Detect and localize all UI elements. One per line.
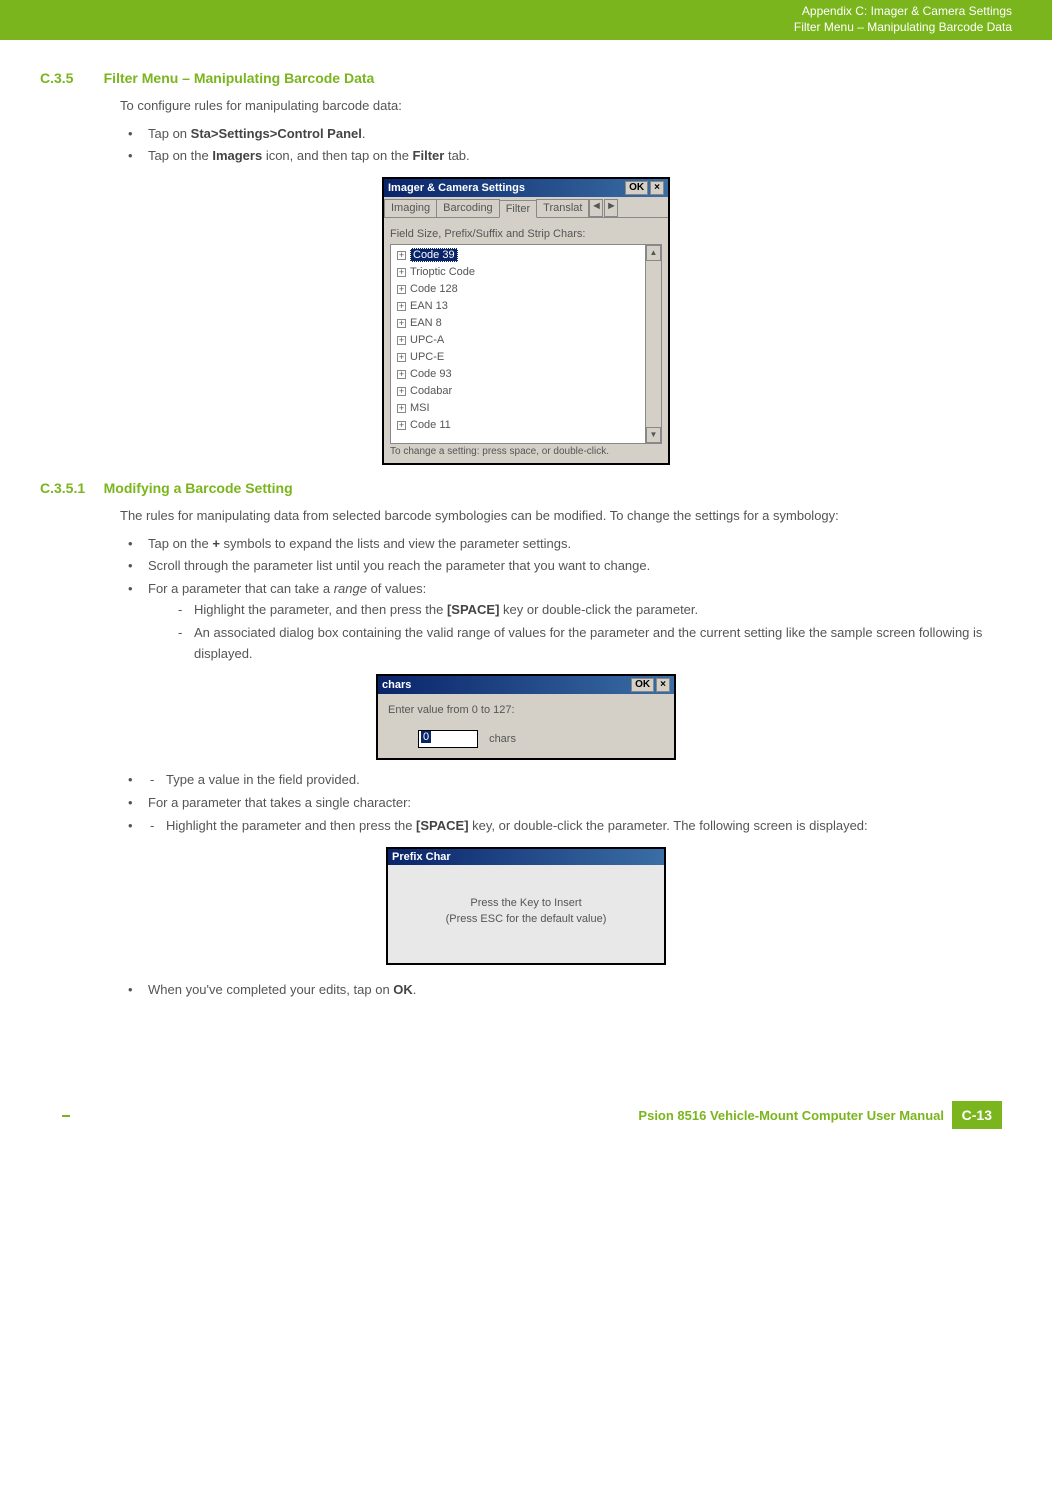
footer-dash-icon bbox=[62, 1115, 70, 1117]
tree-item[interactable]: +MSI bbox=[397, 400, 641, 417]
bullet-list-4: When you've completed your edits, tap on… bbox=[120, 980, 1012, 1001]
list-item: An associated dialog box containing the … bbox=[176, 623, 1012, 665]
tab-filter[interactable]: Filter bbox=[499, 200, 537, 218]
header-line1: Appendix C: Imager & Camera Settings bbox=[794, 4, 1012, 20]
tab-barcoding[interactable]: Barcoding bbox=[436, 199, 500, 217]
bullet-list-1: Tap on Sta>Settings>Control Panel. Tap o… bbox=[120, 124, 1012, 168]
dash-list: Highlight the parameter, and then press … bbox=[176, 600, 1012, 664]
unit-label: chars bbox=[489, 733, 516, 745]
prefix-char-dialog: Prefix Char Press the Key to Insert (Pre… bbox=[386, 847, 666, 965]
list-item: Type a value in the field provided. bbox=[148, 770, 1012, 791]
tree-item[interactable]: +Code 128 bbox=[397, 281, 641, 298]
tree-item[interactable]: +Code 39 bbox=[397, 247, 641, 264]
list-item: Scroll through the parameter list until … bbox=[120, 556, 1012, 577]
window-title: Prefix Char bbox=[392, 851, 660, 863]
titlebar: Imager & Camera Settings OK × bbox=[384, 179, 668, 197]
tab-imaging[interactable]: Imaging bbox=[384, 199, 437, 217]
ok-button[interactable]: OK bbox=[631, 678, 654, 692]
expand-icon[interactable]: + bbox=[397, 268, 406, 277]
tree-panel: +Code 39 +Trioptic Code +Code 128 +EAN 1… bbox=[390, 244, 662, 444]
dash-list: Highlight the parameter and then press t… bbox=[148, 816, 1012, 837]
ok-button[interactable]: OK bbox=[625, 181, 648, 195]
tree-item[interactable]: +EAN 13 bbox=[397, 298, 641, 315]
header-line2: Filter Menu – Manipulating Barcode Data bbox=[794, 20, 1012, 36]
bullet-list-3: Type a value in the field provided. For … bbox=[120, 770, 1012, 836]
tree-item[interactable]: +UPC-A bbox=[397, 332, 641, 349]
scroll-down-icon[interactable]: ▼ bbox=[646, 427, 661, 443]
close-button[interactable]: × bbox=[650, 181, 664, 195]
section-title: Filter Menu – Manipulating Barcode Data bbox=[104, 70, 375, 86]
page-content: C.3.5 Filter Menu – Manipulating Barcode… bbox=[0, 40, 1052, 1171]
header-text: Appendix C: Imager & Camera Settings Fil… bbox=[794, 4, 1012, 35]
expand-icon[interactable]: + bbox=[397, 302, 406, 311]
expand-icon[interactable]: + bbox=[397, 285, 406, 294]
expand-icon[interactable]: + bbox=[397, 353, 406, 362]
list-item: For a parameter that takes a single char… bbox=[120, 793, 1012, 814]
expand-icon[interactable]: + bbox=[397, 404, 406, 413]
window-title: chars bbox=[382, 679, 629, 691]
tree-item[interactable]: +Code 93 bbox=[397, 366, 641, 383]
status-text: To change a setting: press space, or dou… bbox=[390, 444, 662, 457]
expand-icon[interactable]: + bbox=[397, 421, 406, 430]
list-item: Type a value in the field provided. bbox=[120, 770, 1012, 791]
titlebar: chars OK × bbox=[378, 676, 674, 694]
list-item: Highlight the parameter and then press t… bbox=[148, 816, 1012, 837]
section-heading-2: C.3.5.1 Modifying a Barcode Setting bbox=[40, 480, 1012, 496]
page-footer: Psion 8516 Vehicle-Mount Computer User M… bbox=[40, 1101, 1012, 1131]
list-item: Highlight the parameter, and then press … bbox=[176, 600, 1012, 621]
tree-list[interactable]: +Code 39 +Trioptic Code +Code 128 +EAN 1… bbox=[393, 247, 659, 434]
close-button[interactable]: × bbox=[656, 678, 670, 692]
expand-icon[interactable]: + bbox=[397, 319, 406, 328]
expand-icon[interactable]: + bbox=[397, 387, 406, 396]
list-item: For a parameter that can take a range of… bbox=[120, 579, 1012, 664]
prompt-label: Enter value from 0 to 127: bbox=[388, 704, 664, 716]
prompt-line1: Press the Key to Insert bbox=[398, 895, 654, 912]
list-item: Highlight the parameter and then press t… bbox=[120, 816, 1012, 837]
titlebar: Prefix Char bbox=[388, 849, 664, 865]
tree-item[interactable]: +Codabar bbox=[397, 383, 641, 400]
tree-item[interactable]: +EAN 8 bbox=[397, 315, 641, 332]
dialog-body: Press the Key to Insert (Press ESC for t… bbox=[388, 865, 664, 963]
list-item: Tap on the + symbols to expand the lists… bbox=[120, 534, 1012, 555]
section-number: C.3.5 bbox=[40, 70, 100, 86]
tab-pane: Field Size, Prefix/Suffix and Strip Char… bbox=[384, 218, 668, 463]
tree-item[interactable]: +UPC-E bbox=[397, 349, 641, 366]
section-number: C.3.5.1 bbox=[40, 480, 100, 496]
value-input[interactable]: 0 bbox=[418, 730, 478, 748]
intro-text: To configure rules for manipulating barc… bbox=[120, 96, 1012, 116]
section-title: Modifying a Barcode Setting bbox=[104, 480, 293, 496]
tab-scroll-left[interactable]: ◄ bbox=[589, 199, 603, 217]
page-number-badge: C-13 bbox=[952, 1101, 1002, 1129]
tree-item[interactable]: +Trioptic Code bbox=[397, 264, 641, 281]
list-item: Tap on the Imagers icon, and then tap on… bbox=[120, 146, 1012, 167]
section-heading-1: C.3.5 Filter Menu – Manipulating Barcode… bbox=[40, 70, 1012, 86]
chars-dialog: chars OK × Enter value from 0 to 127: 0 … bbox=[376, 674, 676, 760]
pane-label: Field Size, Prefix/Suffix and Strip Char… bbox=[390, 224, 662, 244]
dialog-body: Enter value from 0 to 127: 0 chars bbox=[378, 694, 674, 758]
tab-strip: Imaging Barcoding Filter Translat ◄ ► bbox=[384, 197, 668, 218]
dash-list: Type a value in the field provided. bbox=[148, 770, 1012, 791]
list-item: When you've completed your edits, tap on… bbox=[120, 980, 1012, 1001]
tree-item[interactable]: +Code 11 bbox=[397, 417, 641, 434]
prompt-line2: (Press ESC for the default value) bbox=[398, 911, 654, 928]
expand-icon[interactable]: + bbox=[397, 251, 406, 260]
vertical-scrollbar[interactable]: ▲ ▼ bbox=[645, 245, 661, 443]
expand-icon[interactable]: + bbox=[397, 370, 406, 379]
bullet-list-2: Tap on the + symbols to expand the lists… bbox=[120, 534, 1012, 665]
tab-scroll-right[interactable]: ► bbox=[604, 199, 618, 217]
scroll-up-icon[interactable]: ▲ bbox=[646, 245, 661, 261]
tab-translate[interactable]: Translat bbox=[536, 199, 589, 217]
list-item: Tap on Sta>Settings>Control Panel. bbox=[120, 124, 1012, 145]
footer-text: Psion 8516 Vehicle-Mount Computer User M… bbox=[40, 1101, 1012, 1131]
intro-text-2: The rules for manipulating data from sel… bbox=[120, 506, 1012, 526]
header-bar: Appendix C: Imager & Camera Settings Fil… bbox=[0, 0, 1052, 40]
imager-settings-window: Imager & Camera Settings OK × Imaging Ba… bbox=[382, 177, 670, 465]
window-title: Imager & Camera Settings bbox=[388, 182, 623, 194]
expand-icon[interactable]: + bbox=[397, 336, 406, 345]
